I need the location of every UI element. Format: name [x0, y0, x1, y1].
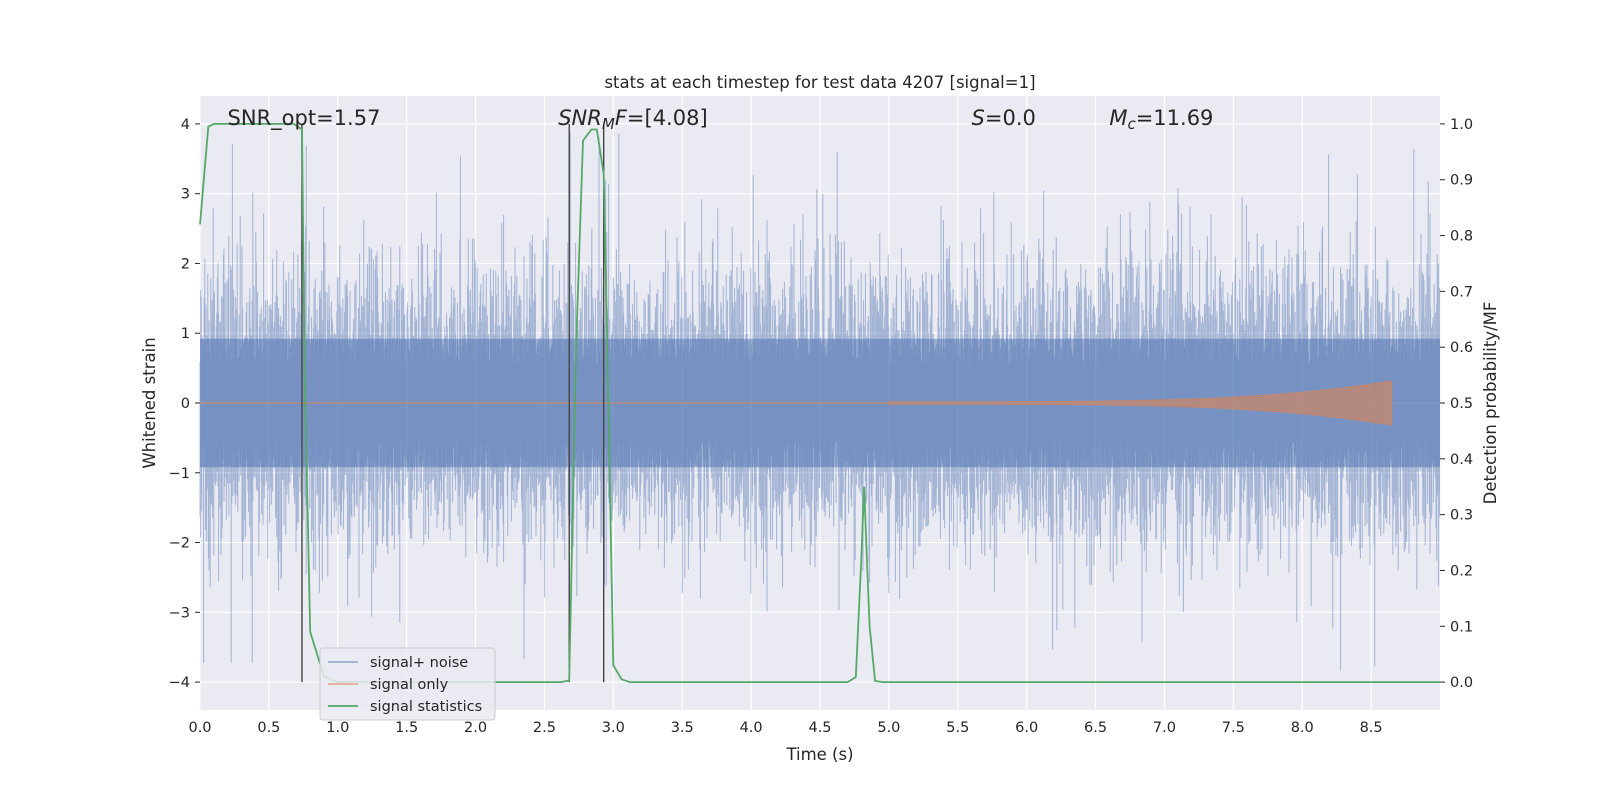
y-tick-label: 2 [181, 256, 190, 272]
legend-label-signal-only: signal only [370, 677, 449, 693]
x-tick-label: 6.5 [1084, 720, 1107, 736]
x-tick-label: 2.0 [464, 720, 487, 736]
y2-tick-label: 0.3 [1450, 508, 1473, 524]
statistics-line [199, 123, 1440, 683]
y-tick-label: 3 [181, 187, 190, 203]
x-tick-label: 3.0 [602, 720, 625, 736]
y2-tick-label: 0.6 [1450, 340, 1473, 356]
x-tick-label: 5.0 [877, 720, 900, 736]
annotation-text: S=0.0 [972, 106, 1036, 130]
x-tick-label: 1.0 [326, 720, 349, 736]
legend-label-signal-noise: signal+ noise [370, 655, 468, 671]
y-tick-label: −1 [169, 466, 190, 482]
signal-only-series [200, 380, 1393, 426]
y-tick-label: 1 [181, 326, 190, 342]
legend: signal+ noise signal only signal statist… [319, 647, 496, 721]
y2-tick-label: 0.5 [1450, 396, 1473, 412]
noise-trace [199, 132, 1441, 671]
y2-tick-label: 1.0 [1450, 117, 1473, 133]
y2-tick-label: 0.8 [1450, 229, 1473, 245]
annotation-text: SNRMF=[4.08] [558, 106, 707, 133]
signal-only-chirp [888, 380, 1393, 426]
y2-tick-label: 0.9 [1450, 173, 1473, 189]
y-tick-label: −2 [169, 536, 190, 552]
x-tick-label: 1.5 [395, 720, 418, 736]
x-tick-label: 7.0 [1153, 720, 1176, 736]
x-tick-label: 6.0 [1015, 720, 1038, 736]
x-tick-label: 7.5 [1222, 720, 1245, 736]
annotations: SNR_opt=1.57 SNRMF=[4.08] S=0.0 Mc=11.69 [228, 106, 1214, 133]
ticks: 0.0 0.5 1.0 1.5 2.0 2.5 3.0 3.5 4.0 4.5 5.0 5.5 6.0 6… [169, 117, 1473, 736]
signal-statistics-series [199, 123, 1440, 683]
legend-label-signal-statistics: signal statistics [370, 699, 482, 715]
y2-tick-label: 0.7 [1450, 284, 1473, 300]
x-tick-label: 4.5 [808, 720, 831, 736]
x-tick-label: 2.5 [533, 720, 556, 736]
y2-axis-label: Detection probability/MF [1481, 302, 1500, 505]
y2-tick-label: 0.4 [1450, 452, 1473, 468]
x-tick-label: 5.5 [946, 720, 969, 736]
y-tick-label: 4 [181, 117, 190, 133]
legend-box [319, 647, 496, 721]
chart-title: stats at each timestep for test data 420… [604, 73, 1035, 92]
annotation-text: Mc=11.69 [1109, 106, 1213, 133]
x-tick-label: 8.5 [1360, 720, 1383, 736]
y2-tick-label: 0.2 [1450, 563, 1473, 579]
x-tick-label: 0.0 [188, 720, 211, 736]
x-tick-label: 4.0 [740, 720, 763, 736]
x-axis-label: Time (s) [785, 745, 853, 764]
annotation-text: SNR_opt=1.57 [228, 106, 381, 131]
x-tick-label: 0.5 [257, 720, 280, 736]
y2-tick-label: 0.1 [1450, 619, 1473, 635]
x-tick-label: 8.0 [1291, 720, 1314, 736]
x-tick-label: 3.5 [671, 720, 694, 736]
y-tick-label: 0 [181, 396, 190, 412]
y-tick-label: −3 [169, 605, 190, 621]
y-axis-label: Whitened strain [140, 337, 159, 468]
y-tick-label: −4 [169, 675, 190, 691]
y2-tick-label: 0.0 [1450, 675, 1473, 691]
